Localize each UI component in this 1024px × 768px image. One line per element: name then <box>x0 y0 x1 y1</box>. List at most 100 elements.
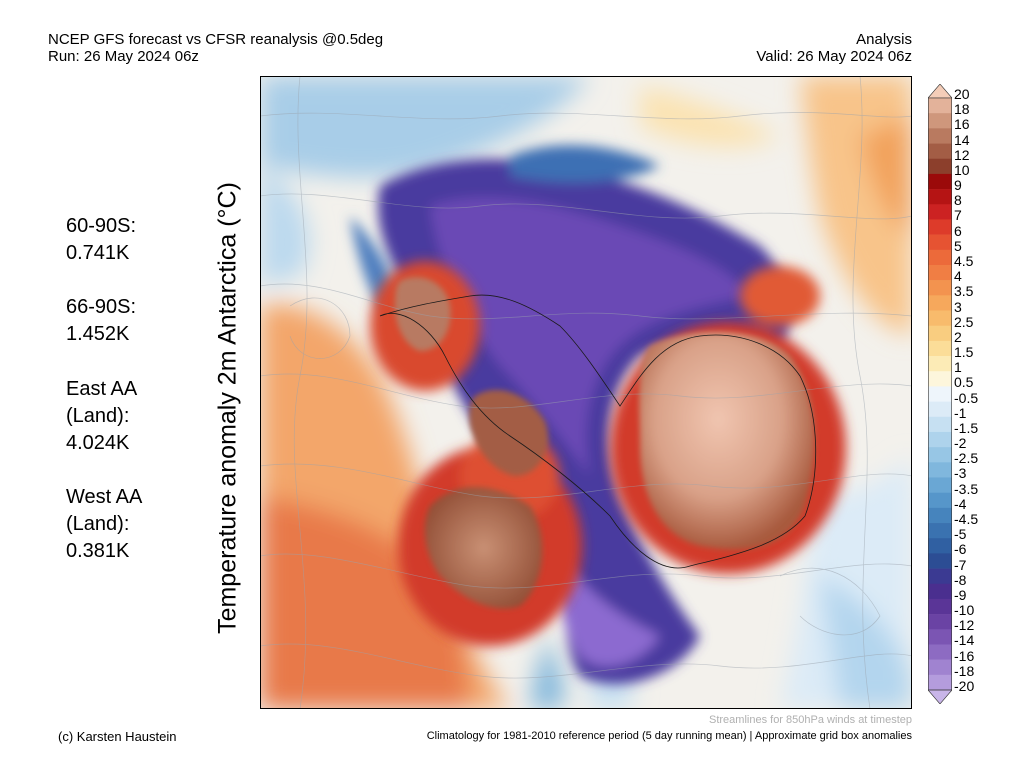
colorbar-label: -8 <box>954 571 967 588</box>
colorbar-band <box>928 98 952 114</box>
colorbar-band <box>928 310 952 326</box>
colorbar-frame <box>928 97 952 691</box>
stat-label: 66-90S: <box>66 296 137 318</box>
stat-value: 1.452K <box>66 323 130 345</box>
colorbar-label: -6 <box>954 541 967 558</box>
colorbar-label: 20 <box>954 86 970 102</box>
colorbar <box>928 84 952 704</box>
colorbar-label: 7 <box>954 207 962 224</box>
colorbar-band <box>928 325 952 342</box>
colorbar-band <box>928 386 952 402</box>
colorbar-label: -0.5 <box>954 389 979 406</box>
stat-60-90s: 60-90S: 0.741K <box>66 213 136 267</box>
colorbar-band <box>928 674 952 691</box>
colorbar-band <box>928 659 952 676</box>
colorbar-band <box>928 249 952 266</box>
colorbar-band <box>928 568 952 585</box>
colorbar-band <box>928 538 952 554</box>
colorbar-label: -20 <box>954 678 975 694</box>
colorbar-band <box>928 598 952 615</box>
colorbar-band <box>928 113 952 129</box>
colorbar-label: -2 <box>954 435 967 452</box>
colorbar-label: -3.5 <box>954 480 979 497</box>
antarctica-coastline <box>379 294 817 569</box>
colorbar-band <box>928 416 952 433</box>
colorbar-band <box>928 128 952 144</box>
colorbar-band <box>928 371 952 387</box>
colorbar-label: 1 <box>954 359 962 376</box>
colorbar-label: 2 <box>954 328 962 345</box>
title-line-1: NCEP GFS forecast vs CFSR reanalysis @0.… <box>48 31 384 48</box>
colorbar-label: 9 <box>954 177 962 194</box>
streamlines-note: Streamlines for 850hPa winds at timestep <box>709 714 912 726</box>
colorbar-band <box>928 356 952 372</box>
colorbar-label: 5 <box>954 237 962 254</box>
colorbar-label: -1.5 <box>954 419 979 436</box>
colorbar-label: -5 <box>954 526 967 543</box>
colorbar-band <box>928 204 952 220</box>
colorbar-label: 1.5 <box>954 344 974 361</box>
colorbar-label: 4 <box>954 268 962 285</box>
colorbar-band <box>928 492 952 509</box>
colorbar-label: -4.5 <box>954 511 979 528</box>
land-warm-anomalies <box>395 277 815 609</box>
colorbar-band <box>928 295 952 311</box>
colorbar-label: 3.5 <box>954 283 974 300</box>
colorbar-band <box>928 583 952 600</box>
colorbar-label: -16 <box>954 647 975 664</box>
colorbar-label: 2.5 <box>954 313 974 330</box>
colorbar-top-arrow <box>928 84 952 99</box>
stat-west-aa: West AA (Land): 0.381K <box>66 484 142 565</box>
colorbar-label: 4.5 <box>954 252 974 269</box>
colorbar-band <box>928 340 952 357</box>
stat-label: 60-90S: <box>66 215 137 237</box>
colorbar-band <box>928 629 952 645</box>
colorbar-band <box>928 158 952 175</box>
colorbar-label: 16 <box>954 116 970 133</box>
colorbar-label: -7 <box>954 556 967 573</box>
colorbar-label: -2.5 <box>954 450 979 467</box>
stat-value: 4.024K <box>66 432 130 454</box>
colorbar-band <box>928 264 952 281</box>
stat-east-aa: East AA (Land): 4.024K <box>66 376 137 457</box>
colorbar-label: -4 <box>954 495 967 512</box>
map-frame <box>260 76 912 709</box>
colorbar-label: -9 <box>954 586 967 603</box>
colorbar-label: 18 <box>954 101 970 118</box>
colorbar-label: 8 <box>954 192 962 209</box>
stat-value: 0.741K <box>66 242 130 264</box>
credit-text: (c) Karsten Haustein <box>58 729 177 744</box>
colorbar-label: 0.5 <box>954 374 974 391</box>
colorbar-band <box>928 462 952 478</box>
map-ylabel: Temperature anomaly 2m Antarctica (°C) <box>213 182 242 634</box>
colorbar-band <box>928 189 952 205</box>
colorbar-label: 12 <box>954 146 970 163</box>
temperature-anomaly-map <box>260 76 912 709</box>
colorbar-band <box>928 614 952 630</box>
colorbar-bottom-arrow <box>928 689 952 704</box>
colorbar-label: 6 <box>954 222 962 239</box>
stat-value: 0.381K <box>66 540 130 562</box>
colorbar-band <box>928 553 952 569</box>
colorbar-band <box>928 523 952 539</box>
colorbar-band <box>928 401 952 418</box>
colorbar-label: -3 <box>954 465 967 482</box>
valid-time-label: Valid: 26 May 2024 06z <box>756 48 912 65</box>
colorbar-label: 3 <box>954 298 962 315</box>
colorbar-band <box>928 280 952 296</box>
colorbar-band <box>928 431 952 448</box>
colorbar-label: 10 <box>954 161 970 178</box>
colorbar-band <box>928 477 952 493</box>
title-line-2: Run: 26 May 2024 06z <box>48 48 199 65</box>
colorbar-band <box>928 447 952 463</box>
stat-label: West AA <box>66 486 143 508</box>
climatology-note: Climatology for 1981-2010 reference peri… <box>426 730 912 742</box>
colorbar-band <box>928 507 952 524</box>
colorbar-band <box>928 234 952 251</box>
colorbar-label: -12 <box>954 617 975 634</box>
colorbar-band <box>928 173 952 190</box>
stat-sublabel: (Land): <box>66 513 130 535</box>
colorbar-band <box>928 644 952 660</box>
stat-label: East AA <box>66 378 138 400</box>
colorbar-label: -18 <box>954 662 975 679</box>
